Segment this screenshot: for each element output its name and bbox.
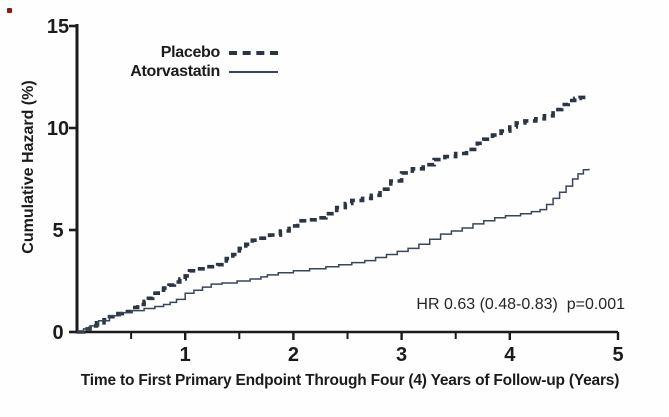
legend: Placebo Atorvastatin xyxy=(100,43,278,81)
atorvastatin-curve xyxy=(77,168,590,333)
legend-item-placebo: Placebo xyxy=(100,43,278,62)
legend-swatch-atorvastatin-solid-line xyxy=(229,70,278,73)
y-axis-title: Cumulative Hazard (%) xyxy=(20,80,37,254)
y-tick-label: 15 xyxy=(47,16,69,38)
legend-swatch-placebo-dashed-line xyxy=(229,50,278,55)
legend-label-atorvastatin: Atorvastatin xyxy=(130,62,220,80)
legend-item-atorvastatin: Atorvastatin xyxy=(100,62,278,81)
x-tick-label: 1 xyxy=(180,344,191,366)
x-tick-label: 3 xyxy=(396,344,407,366)
x-tick-label: 2 xyxy=(288,344,299,366)
red-artifact-dot xyxy=(7,8,12,13)
x-tick-label: 5 xyxy=(612,344,623,366)
y-tick-label: 10 xyxy=(47,118,69,140)
legend-label-placebo: Placebo xyxy=(160,43,221,61)
placebo-curve xyxy=(77,95,588,334)
y-tick-label: 0 xyxy=(52,322,63,344)
x-axis-title: Time to First Primary Endpoint Through F… xyxy=(80,372,620,389)
x-tick-label: 4 xyxy=(504,344,516,366)
y-tick-label: 5 xyxy=(52,220,63,242)
hazard-ratio-annotation: HR 0.63 (0.48-0.83) p=0.001 xyxy=(416,296,625,313)
